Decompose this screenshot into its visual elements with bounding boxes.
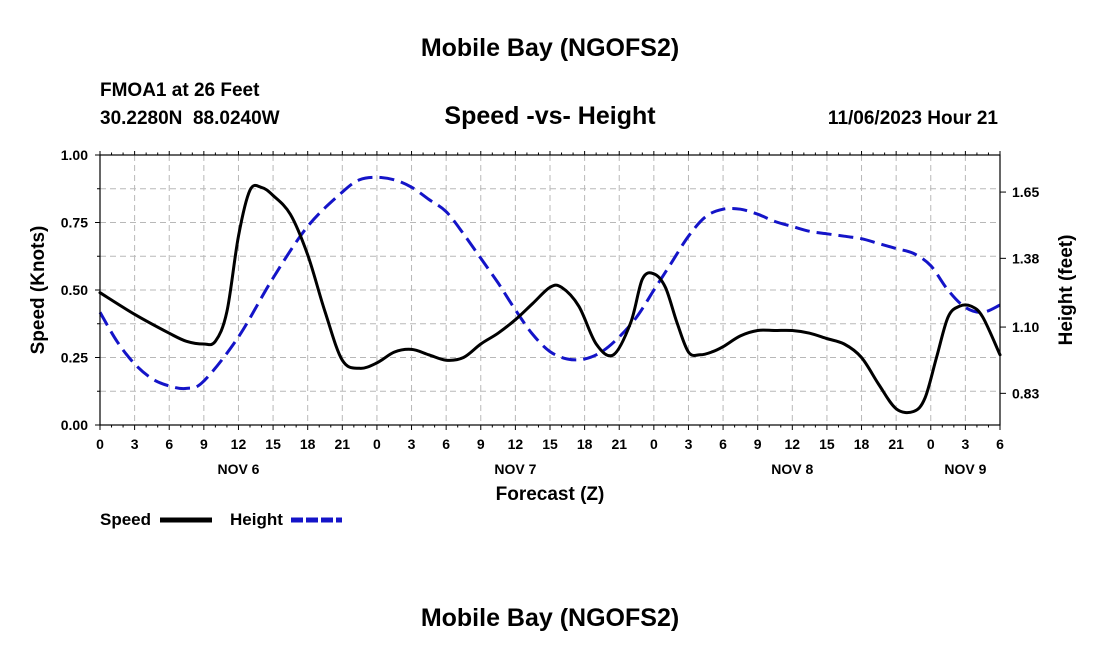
x-axis-label: Forecast (Z): [496, 484, 605, 505]
x-tick-label: 15: [819, 436, 835, 452]
y2-tick-label: 0.83: [1012, 385, 1039, 401]
x-tick-label: 9: [754, 436, 762, 452]
station-name: FMOA1 at 26 Feet: [100, 80, 260, 101]
y-tick-label: 0.50: [61, 282, 88, 298]
run-time: 11/06/2023 Hour 21: [828, 108, 998, 129]
x-tick-label: 18: [300, 436, 316, 452]
x-tick-label: 15: [542, 436, 558, 452]
legend-speed-label: Speed: [100, 510, 151, 529]
x-tick-label: 3: [131, 436, 139, 452]
x-tick-label: 6: [165, 436, 173, 452]
x-tick-label: 3: [408, 436, 416, 452]
footer-title: Mobile Bay (NGOFS2): [421, 604, 679, 632]
date-label: NOV 7: [494, 461, 536, 477]
x-tick-label: 21: [335, 436, 351, 452]
legend-height-label: Height: [230, 510, 283, 529]
legend: Speed Height: [100, 510, 342, 529]
y2-tick-label: 1.38: [1012, 250, 1039, 266]
y2-axis-label: Height (feet): [1056, 235, 1077, 346]
x-tick-label: 9: [477, 436, 485, 452]
x-tick-label: 21: [888, 436, 904, 452]
x-tick-label: 12: [508, 436, 524, 452]
date-label: NOV 8: [771, 461, 813, 477]
x-tick-label: 0: [96, 436, 104, 452]
tick-labels: 0 3 6 9 12 15 18 21 0 3 6 9 12 15 18 21 0 3 6 9 12 15 18 21 0 3 6 0…: [61, 147, 1040, 477]
chart-subtitle: Speed -vs- Height: [444, 102, 656, 130]
height-series-line: [98, 175, 1001, 391]
x-tick-label: 6: [442, 436, 450, 452]
y-tick-label: 0.25: [61, 350, 88, 366]
x-tick-label: 6: [719, 436, 727, 452]
x-tick-label: 3: [961, 436, 969, 452]
date-label: NOV 6: [217, 461, 259, 477]
series-lines: [98, 175, 1002, 415]
y2-tick-label: 1.65: [1012, 184, 1039, 200]
chart-title: Mobile Bay (NGOFS2): [421, 34, 679, 62]
y-axis-label: Speed (Knots): [28, 226, 49, 355]
x-tick-label: 12: [785, 436, 801, 452]
x-tick-label: 12: [231, 436, 247, 452]
x-tick-label: 18: [577, 436, 593, 452]
x-tick-label: 0: [927, 436, 935, 452]
date-label: NOV 9: [944, 461, 986, 477]
x-tick-label: 0: [373, 436, 381, 452]
x-tick-label: 6: [996, 436, 1004, 452]
x-tick-label: 3: [685, 436, 693, 452]
y-tick-label: 1.00: [61, 147, 88, 163]
plot-frame: [99, 154, 1001, 426]
x-tick-label: 21: [611, 436, 627, 452]
y2-tick-label: 1.10: [1012, 319, 1039, 335]
station-coordinates: 30.2280N 88.0240W: [100, 108, 280, 129]
x-tick-label: 0: [650, 436, 658, 452]
y-tick-label: 0.00: [61, 417, 88, 433]
x-tick-label: 18: [854, 436, 870, 452]
x-tick-label: 9: [200, 436, 208, 452]
y-tick-label: 0.75: [61, 215, 88, 231]
grid: [100, 155, 1000, 425]
x-tick-label: 15: [265, 436, 281, 452]
speed-series-line: [98, 183, 1002, 415]
